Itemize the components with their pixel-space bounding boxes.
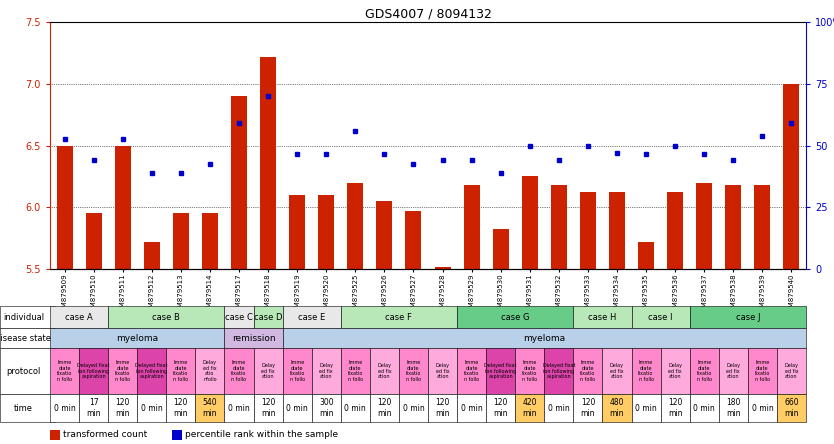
Bar xyxy=(522,176,538,269)
Bar xyxy=(405,211,421,269)
Text: Imme
diate
fixatio
n follo: Imme diate fixatio n follo xyxy=(289,360,305,382)
Bar xyxy=(231,96,247,269)
Text: 300
min: 300 min xyxy=(319,398,334,418)
Text: transformed count: transformed count xyxy=(63,430,148,439)
Text: Delay
ed fix
ation: Delay ed fix ation xyxy=(726,363,741,379)
Text: 540
min: 540 min xyxy=(203,398,217,418)
Text: 0 min: 0 min xyxy=(229,404,250,412)
Text: Delay
ed fix
atio
nfollo: Delay ed fix atio nfollo xyxy=(203,360,217,382)
Text: time: time xyxy=(14,404,33,412)
Text: Delay
ed fix
ation: Delay ed fix ation xyxy=(377,363,391,379)
Text: 120
min: 120 min xyxy=(435,398,450,418)
Bar xyxy=(755,185,771,269)
Text: percentile rank within the sample: percentile rank within the sample xyxy=(185,430,339,439)
Text: case E: case E xyxy=(298,313,325,321)
Text: case F: case F xyxy=(385,313,412,321)
Text: 0 min: 0 min xyxy=(460,404,483,412)
Text: 420
min: 420 min xyxy=(523,398,537,418)
Text: Delayed fixat
ion following
aspiration: Delayed fixat ion following aspiration xyxy=(78,363,110,379)
Text: case C: case C xyxy=(225,313,253,321)
Text: 480
min: 480 min xyxy=(610,398,625,418)
Text: 120
min: 120 min xyxy=(580,398,595,418)
Bar xyxy=(638,242,654,269)
Text: Imme
diate
fixatio
n follo: Imme diate fixatio n follo xyxy=(406,360,421,382)
Text: Imme
diate
fixatio
n follo: Imme diate fixatio n follo xyxy=(522,360,537,382)
Text: protocol: protocol xyxy=(6,366,41,376)
Text: Imme
diate
fixatio
n follo: Imme diate fixatio n follo xyxy=(638,360,654,382)
Text: Imme
diate
fixatio
n follo: Imme diate fixatio n follo xyxy=(696,360,712,382)
Text: 120
min: 120 min xyxy=(261,398,275,418)
Text: 120
min: 120 min xyxy=(115,398,130,418)
Bar xyxy=(696,182,712,269)
Text: Delay
ed fix
ation: Delay ed fix ation xyxy=(319,363,334,379)
Bar xyxy=(115,146,131,269)
Text: 180
min: 180 min xyxy=(726,398,741,418)
Text: case J: case J xyxy=(736,313,760,321)
Bar xyxy=(143,242,160,269)
Text: 0 min: 0 min xyxy=(141,404,163,412)
Text: 0 min: 0 min xyxy=(403,404,425,412)
Bar xyxy=(783,84,800,269)
Bar xyxy=(435,266,450,269)
Text: Delayed fixat
ion following
aspiration: Delayed fixat ion following aspiration xyxy=(485,363,517,379)
Text: Imme
diate
fixatio
n follo: Imme diate fixatio n follo xyxy=(580,360,595,382)
Text: case H: case H xyxy=(588,313,616,321)
Title: GDS4007 / 8094132: GDS4007 / 8094132 xyxy=(364,8,491,21)
Bar xyxy=(202,214,218,269)
Text: 120
min: 120 min xyxy=(377,398,392,418)
Text: Imme
diate
fixatio
n follo: Imme diate fixatio n follo xyxy=(231,360,247,382)
Text: 0 min: 0 min xyxy=(751,404,773,412)
Text: case I: case I xyxy=(648,313,673,321)
Bar xyxy=(493,230,509,269)
Text: case G: case G xyxy=(501,313,530,321)
Text: myeloma: myeloma xyxy=(116,333,158,342)
Bar xyxy=(667,192,683,269)
Text: case D: case D xyxy=(254,313,283,321)
Text: Delay
ed fix
ation: Delay ed fix ation xyxy=(261,363,275,379)
Text: 120
min: 120 min xyxy=(173,398,188,418)
Bar xyxy=(173,214,188,269)
Bar xyxy=(260,56,276,269)
Text: Imme
diate
fixatio
n follo: Imme diate fixatio n follo xyxy=(57,360,73,382)
Text: case A: case A xyxy=(65,313,93,321)
Bar xyxy=(550,185,567,269)
Bar xyxy=(609,192,625,269)
Bar xyxy=(464,185,480,269)
Text: individual: individual xyxy=(3,313,44,321)
Bar xyxy=(319,195,334,269)
Text: disease state: disease state xyxy=(0,333,52,342)
Text: Imme
diate
fixatio
n follo: Imme diate fixatio n follo xyxy=(115,360,130,382)
Text: 120
min: 120 min xyxy=(494,398,508,418)
Text: Delay
ed fix
ation: Delay ed fix ation xyxy=(435,363,450,379)
Text: case B: case B xyxy=(153,313,180,321)
Bar xyxy=(57,146,73,269)
Text: 0 min: 0 min xyxy=(636,404,657,412)
Text: Imme
diate
fixatio
n follo: Imme diate fixatio n follo xyxy=(173,360,188,382)
Text: Delayed fixat
ion following
aspiration: Delayed fixat ion following aspiration xyxy=(543,363,575,379)
Text: Delay
ed fix
ation: Delay ed fix ation xyxy=(785,363,798,379)
Text: remission: remission xyxy=(232,333,275,342)
Text: Imme
diate
fixatio
n follo: Imme diate fixatio n follo xyxy=(348,360,363,382)
Text: 120
min: 120 min xyxy=(668,398,682,418)
Text: 660
min: 660 min xyxy=(784,398,799,418)
Text: 0 min: 0 min xyxy=(548,404,570,412)
Text: Delayed fixat
ion following
aspiration: Delayed fixat ion following aspiration xyxy=(135,363,168,379)
Text: Delay
ed fix
ation: Delay ed fix ation xyxy=(610,363,624,379)
Bar xyxy=(347,182,364,269)
Text: Imme
diate
fixatio
n follo: Imme diate fixatio n follo xyxy=(464,360,480,382)
Text: 0 min: 0 min xyxy=(344,404,366,412)
Text: 0 min: 0 min xyxy=(53,404,75,412)
Text: Delay
ed fix
ation: Delay ed fix ation xyxy=(668,363,682,379)
Text: Imme
diate
fixatio
n follo: Imme diate fixatio n follo xyxy=(755,360,770,382)
Text: 17
min: 17 min xyxy=(87,398,101,418)
Bar xyxy=(289,195,305,269)
Text: 0 min: 0 min xyxy=(693,404,715,412)
Bar xyxy=(580,192,596,269)
Bar xyxy=(726,185,741,269)
Text: myeloma: myeloma xyxy=(523,333,565,342)
Bar xyxy=(86,214,102,269)
Text: 0 min: 0 min xyxy=(286,404,308,412)
Bar xyxy=(376,201,392,269)
